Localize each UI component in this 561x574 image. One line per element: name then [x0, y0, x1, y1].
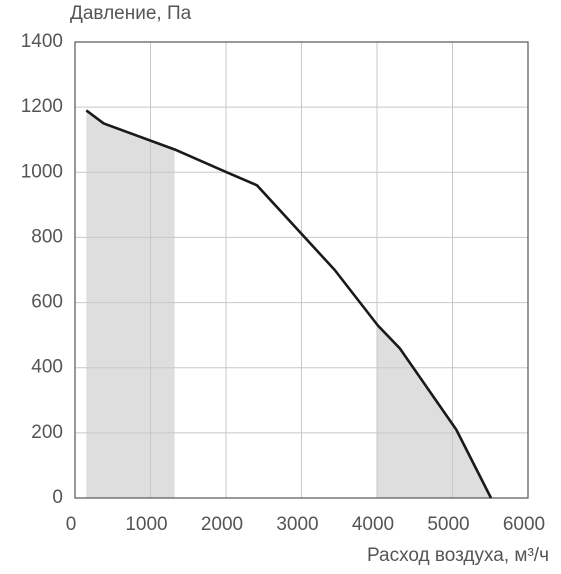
x-tick-label: 6000 — [503, 514, 545, 535]
x-tick-label: 2000 — [201, 514, 243, 535]
y-tick-label: 800 — [31, 226, 63, 247]
y-axis-label: Давление, Па — [70, 3, 192, 24]
plot-frame — [74, 41, 529, 499]
x-tick-label: 3000 — [276, 514, 318, 535]
x-tick-label: 5000 — [427, 514, 469, 535]
y-tick-label: 1200 — [21, 96, 63, 117]
y-tick-label: 200 — [31, 422, 63, 443]
y-tick-label: 1000 — [21, 161, 63, 182]
y-tick-label: 600 — [31, 292, 63, 313]
shaded-area — [86, 110, 175, 499]
shaded-area — [377, 324, 492, 498]
x-tick-label: 1000 — [125, 514, 167, 535]
y-tick-label: 1400 — [21, 31, 63, 52]
x-tick-label: 0 — [66, 514, 77, 535]
curve — [85, 109, 493, 499]
x-axis-label: Расход воздуха, м³/ч — [367, 545, 549, 566]
y-tick-label: 400 — [31, 357, 63, 378]
y-tick-label: 0 — [52, 487, 63, 508]
x-tick-label: 4000 — [352, 514, 394, 535]
